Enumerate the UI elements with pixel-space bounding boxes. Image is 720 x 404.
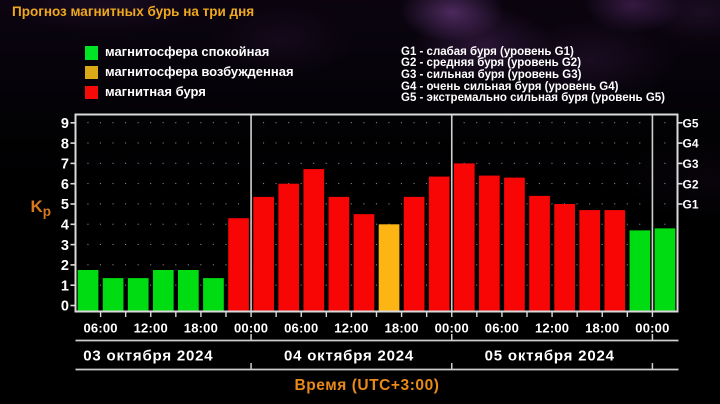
svg-text:06:00: 06:00 — [284, 320, 318, 335]
svg-text:00:00: 00:00 — [635, 320, 669, 335]
svg-text:G2: G2 — [683, 177, 699, 191]
svg-text:00:00: 00:00 — [234, 320, 268, 335]
svg-text:5: 5 — [61, 197, 69, 213]
svg-text:7: 7 — [61, 157, 69, 173]
svg-text:1: 1 — [61, 278, 69, 294]
svg-text:18:00: 18:00 — [384, 320, 418, 335]
svg-text:12:00: 12:00 — [334, 320, 368, 335]
svg-text:G4: G4 — [683, 137, 699, 151]
svg-text:0: 0 — [61, 299, 69, 315]
svg-text:18:00: 18:00 — [184, 320, 218, 335]
svg-text:00:00: 00:00 — [435, 320, 469, 335]
svg-text:06:00: 06:00 — [83, 320, 117, 335]
svg-text:18:00: 18:00 — [585, 320, 619, 335]
svg-text:2: 2 — [61, 258, 69, 274]
svg-text:9: 9 — [61, 116, 69, 132]
svg-text:06:00: 06:00 — [485, 320, 519, 335]
svg-text:05 октября 2024: 05 октября 2024 — [485, 348, 615, 365]
svg-text:Время (UTC+3:00): Время (UTC+3:00) — [295, 377, 440, 394]
svg-text:3: 3 — [61, 238, 69, 254]
svg-text:12:00: 12:00 — [535, 320, 569, 335]
svg-text:03 октября 2024: 03 октября 2024 — [83, 348, 213, 365]
svg-text:G3: G3 — [683, 157, 699, 171]
svg-text:Kp: Kp — [31, 197, 52, 219]
svg-text:G5: G5 — [683, 116, 699, 130]
svg-text:6: 6 — [61, 177, 69, 193]
svg-text:G1: G1 — [683, 198, 699, 212]
svg-text:4: 4 — [61, 218, 69, 234]
svg-text:04 октября 2024: 04 октября 2024 — [284, 348, 414, 365]
svg-text:12:00: 12:00 — [134, 320, 168, 335]
svg-text:8: 8 — [61, 136, 69, 152]
